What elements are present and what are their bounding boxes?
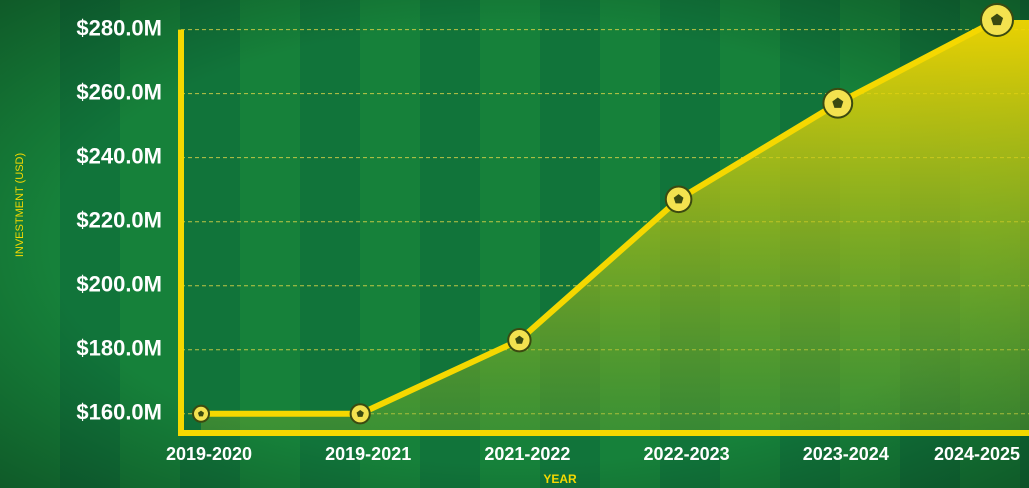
line <box>201 17 999 417</box>
y-tick-label: $260.0M <box>76 79 162 104</box>
marker-pattern <box>197 410 205 417</box>
x-tick-label: 2019-2020 <box>166 444 252 464</box>
x-tick-label: 2022-2023 <box>644 444 730 464</box>
x-tick-label: 2019-2021 <box>325 444 411 464</box>
marker-pattern <box>832 97 844 108</box>
x-tick-label: 2023-2024 <box>803 444 889 464</box>
x-axis-title: YEAR <box>543 472 577 486</box>
marker-pattern <box>356 409 364 417</box>
area <box>201 20 1029 433</box>
marker-pattern <box>673 194 684 204</box>
y-tick-label: $280.0M <box>76 15 162 40</box>
y-tick-label: $160.0M <box>76 400 162 425</box>
y-tick-label: $200.0M <box>76 272 162 297</box>
marker-pattern <box>515 335 524 344</box>
y-tick-label: $180.0M <box>76 336 162 361</box>
y-axis-title: INVESTMENT (USD) <box>14 153 26 257</box>
x-tick-label: 2021-2022 <box>484 444 570 464</box>
x-tick-label: 2024-2025 <box>934 444 1020 464</box>
y-tick-label: $220.0M <box>76 208 162 233</box>
marker-pattern <box>990 13 1004 26</box>
y-tick-label: $240.0M <box>76 143 162 168</box>
